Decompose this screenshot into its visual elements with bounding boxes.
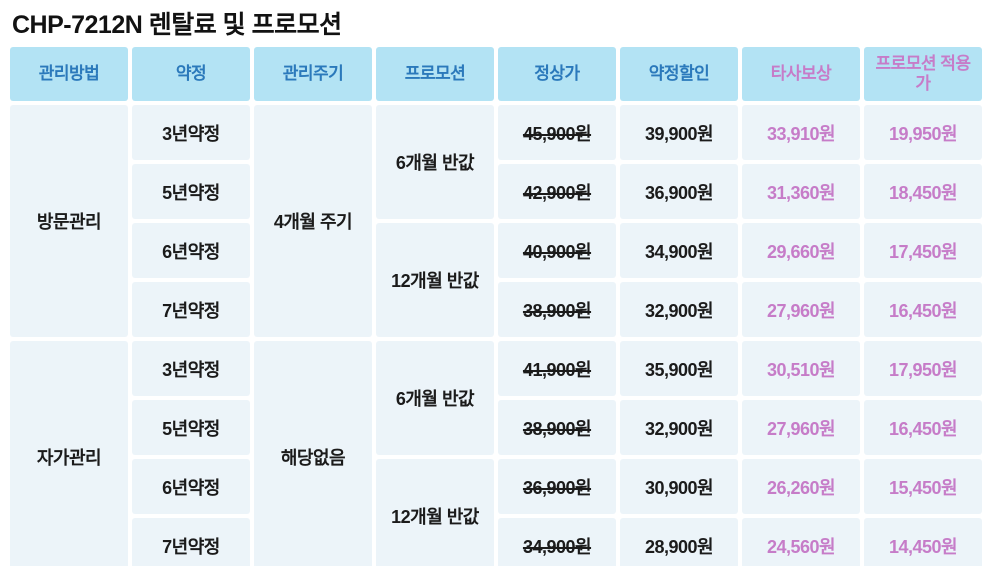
promo-price-cell: 16,450원 <box>864 282 982 337</box>
management-cell: 방문관리 <box>10 105 128 337</box>
contract-cell: 7년약정 <box>132 518 250 566</box>
contract-discount-cell: 36,900원 <box>620 164 738 219</box>
contract-discount-cell: 30,900원 <box>620 459 738 514</box>
trade-in-cell: 33,910원 <box>742 105 860 160</box>
contract-cell: 6년약정 <box>132 459 250 514</box>
contract-cell: 5년약정 <box>132 400 250 455</box>
promo-price-cell: 16,450원 <box>864 400 982 455</box>
contract-cell: 3년약정 <box>132 341 250 396</box>
contract-cell: 5년약정 <box>132 164 250 219</box>
normal-price-cell: 36,900원 <box>498 459 616 514</box>
trade-in-cell: 30,510원 <box>742 341 860 396</box>
cycle-cell: 해당없음 <box>254 341 372 566</box>
normal-price-cell: 38,900원 <box>498 400 616 455</box>
trade-in-cell: 27,960원 <box>742 400 860 455</box>
promo-price-cell: 17,950원 <box>864 341 982 396</box>
contract-discount-cell: 39,900원 <box>620 105 738 160</box>
header-promo-price: 프로모션 적용가 <box>864 47 982 101</box>
promo-price-cell: 14,450원 <box>864 518 982 566</box>
promotion-cell: 6개월 반값 <box>376 341 494 455</box>
header-normal-price: 정상가 <box>498 47 616 101</box>
header-management: 관리방법 <box>10 47 128 101</box>
header-contract: 약정 <box>132 47 250 101</box>
normal-price-cell: 42,900원 <box>498 164 616 219</box>
normal-price-value: 41,900원 <box>522 359 592 380</box>
normal-price-value: 42,900원 <box>522 182 592 203</box>
rental-price-table: 관리방법 약정 관리주기 프로모션 정상가 약정할인 타사보상 프로모션 적용가… <box>6 43 986 566</box>
header-promotion: 프로모션 <box>376 47 494 101</box>
normal-price-value: 45,900원 <box>522 123 592 144</box>
trade-in-cell: 24,560원 <box>742 518 860 566</box>
contract-cell: 7년약정 <box>132 282 250 337</box>
table-row: 7년약정 34,900원 28,900원 24,560원 14,450원 <box>10 518 982 566</box>
management-cell: 자가관리 <box>10 341 128 566</box>
promo-price-cell: 17,450원 <box>864 223 982 278</box>
promotion-cell: 12개월 반값 <box>376 223 494 337</box>
table-row: 5년약정 38,900원 32,900원 27,960원 16,450원 <box>10 400 982 455</box>
normal-price-cell: 38,900원 <box>498 282 616 337</box>
contract-discount-cell: 35,900원 <box>620 341 738 396</box>
promo-price-cell: 18,450원 <box>864 164 982 219</box>
normal-price-value: 36,900원 <box>522 477 592 498</box>
table-row: 6년약정 12개월 반값 40,900원 34,900원 29,660원 17,… <box>10 223 982 337</box>
normal-price-value: 38,900원 <box>522 300 592 321</box>
contract-discount-cell: 32,900원 <box>620 282 738 337</box>
promo-price-cell: 19,950원 <box>864 105 982 160</box>
normal-price-value: 40,900원 <box>522 241 592 262</box>
contract-discount-cell: 32,900원 <box>620 400 738 455</box>
header-row: 관리방법 약정 관리주기 프로모션 정상가 약정할인 타사보상 프로모션 적용가 <box>10 47 982 101</box>
trade-in-cell: 26,260원 <box>742 459 860 514</box>
table-row: 방문관리 3년약정 4개월 주기 6개월 반값 45,900원 39,900원 … <box>10 105 982 337</box>
normal-price-value: 38,900원 <box>522 418 592 439</box>
contract-cell: 6년약정 <box>132 223 250 278</box>
normal-price-cell: 40,900원 <box>498 223 616 278</box>
header-cycle: 관리주기 <box>254 47 372 101</box>
header-trade-in: 타사보상 <box>742 47 860 101</box>
normal-price-cell: 45,900원 <box>498 105 616 160</box>
contract-discount-cell: 34,900원 <box>620 223 738 278</box>
trade-in-cell: 31,360원 <box>742 164 860 219</box>
normal-price-cell: 34,900원 <box>498 518 616 566</box>
table-row: 7년약정 38,900원 32,900원 27,960원 16,450원 <box>10 282 982 337</box>
contract-discount-cell: 28,900원 <box>620 518 738 566</box>
contract-cell: 3년약정 <box>132 105 250 160</box>
normal-price-value: 34,900원 <box>522 536 592 557</box>
trade-in-cell: 29,660원 <box>742 223 860 278</box>
promotion-cell: 12개월 반값 <box>376 459 494 566</box>
promotion-cell: 6개월 반값 <box>376 105 494 219</box>
trade-in-cell: 27,960원 <box>742 282 860 337</box>
page-title: CHP-7212N 렌탈료 및 프로모션 <box>12 11 342 39</box>
table-row: 자가관리 3년약정 해당없음 6개월 반값 41,900원 35,900원 30… <box>10 341 982 566</box>
cycle-cell: 4개월 주기 <box>254 105 372 337</box>
promo-price-cell: 15,450원 <box>864 459 982 514</box>
normal-price-cell: 41,900원 <box>498 341 616 396</box>
table-row: 5년약정 42,900원 36,900원 31,360원 18,450원 <box>10 164 982 219</box>
header-contract-discount: 약정할인 <box>620 47 738 101</box>
table-row: 6년약정 12개월 반값 36,900원 30,900원 26,260원 15,… <box>10 459 982 566</box>
